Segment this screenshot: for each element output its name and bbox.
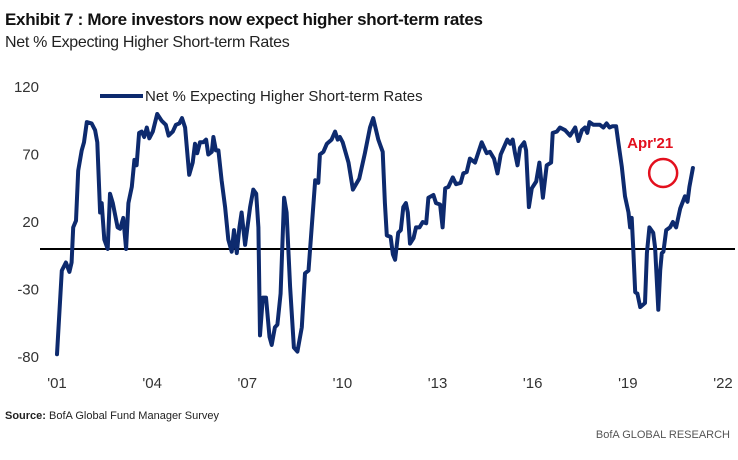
x-tick-label: '04 xyxy=(142,375,162,392)
legend: Net % Expecting Higher Short-term Rates xyxy=(100,88,423,105)
x-tick-label: '01 xyxy=(47,375,67,392)
y-tick-label: -80 xyxy=(17,349,39,366)
credit: BofA GLOBAL RESEARCH xyxy=(595,429,730,441)
chart-subtitle: Net % Expecting Higher Short-term Rates xyxy=(5,34,290,51)
legend-label: Net % Expecting Higher Short-term Rates xyxy=(145,88,423,105)
series-line xyxy=(55,112,695,357)
y-tick-label: 120 xyxy=(14,79,39,96)
y-axis: 120 70 20 -30 -80 xyxy=(14,79,39,366)
x-tick-label: '19 xyxy=(618,375,638,392)
source-note: Source: BofA Global Fund Manager Survey xyxy=(5,410,219,422)
y-tick-label: 70 xyxy=(22,147,39,164)
source-label: Source: xyxy=(5,410,46,422)
annotation-label: Apr'21 xyxy=(627,135,673,152)
x-tick-label: '07 xyxy=(238,375,258,392)
y-tick-label: 20 xyxy=(22,214,39,231)
x-tick-label: '10 xyxy=(333,375,353,392)
chart-title: Exhibit 7 : More investors now expect hi… xyxy=(5,10,483,29)
x-tick-label: '13 xyxy=(428,375,448,392)
x-tick-label: '22 xyxy=(713,375,733,392)
annotation-circle xyxy=(647,157,679,189)
x-axis: '01 '04 '07 '10 '13 '16 '19 '22 xyxy=(47,375,733,392)
x-tick-label: '16 xyxy=(523,375,543,392)
y-tick-label: -30 xyxy=(17,282,39,299)
source-text: BofA Global Fund Manager Survey xyxy=(49,410,220,422)
